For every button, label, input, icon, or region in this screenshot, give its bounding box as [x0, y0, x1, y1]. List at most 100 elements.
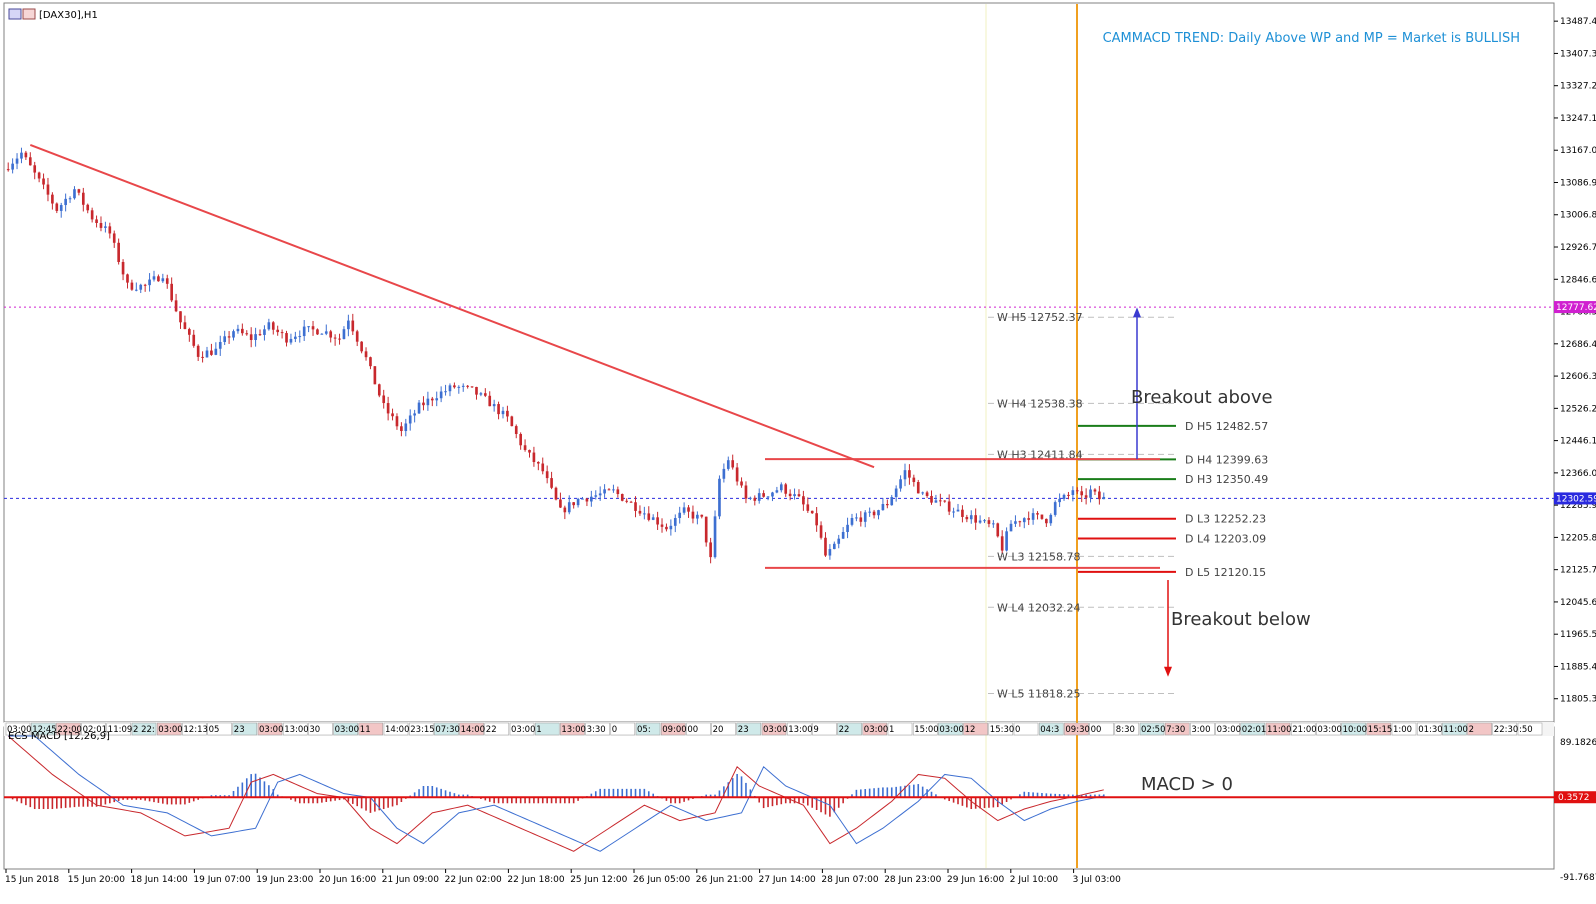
candle-body	[810, 510, 814, 514]
session-box	[736, 722, 762, 736]
candle-body	[121, 261, 125, 275]
candle-body	[585, 498, 589, 502]
candle-body	[532, 452, 536, 463]
candle-body	[704, 516, 708, 543]
candle-body	[974, 515, 978, 523]
x-tick-label: 15 Jun 2018	[5, 875, 59, 885]
candle-body	[294, 336, 297, 339]
candle-body	[258, 334, 262, 336]
candle-body	[430, 398, 434, 401]
candle-body	[466, 385, 469, 387]
candle-body	[395, 416, 399, 427]
candle-body	[740, 481, 743, 486]
session-label: 10:00	[1343, 725, 1368, 735]
session-label: 23	[738, 725, 749, 735]
candle-body	[687, 507, 690, 512]
candle-body	[435, 398, 439, 401]
candle-body	[46, 184, 50, 195]
candle-body	[899, 479, 902, 489]
candle-body	[218, 341, 222, 349]
session-box	[1517, 722, 1543, 736]
candle-body	[483, 393, 487, 396]
session-box	[1114, 722, 1140, 736]
candle-body	[523, 445, 527, 450]
session-box	[1391, 722, 1417, 736]
candle-body	[943, 500, 947, 502]
candle-body	[877, 510, 880, 516]
candle-body	[413, 413, 416, 416]
session-label: 23:15	[410, 725, 435, 735]
candle-body	[81, 192, 85, 205]
session-label: 0	[612, 725, 617, 735]
candle-body	[263, 329, 266, 335]
candle-body	[117, 242, 120, 262]
candle-body	[267, 322, 271, 330]
session-label: 05	[209, 725, 220, 735]
candle-body	[6, 169, 10, 171]
session-box	[610, 722, 636, 736]
candle-body	[201, 356, 204, 358]
candle-body	[1036, 513, 1039, 515]
session-box	[1341, 722, 1366, 736]
candle-body	[625, 500, 629, 502]
candle-body	[271, 322, 275, 330]
candle-body	[1067, 494, 1070, 496]
candle-body	[1075, 490, 1079, 492]
candle-body	[806, 504, 810, 511]
candle-body	[916, 482, 920, 494]
session-label: 12	[965, 725, 976, 735]
session-box	[30, 722, 56, 736]
breakout-below-label: Breakout below	[1171, 609, 1311, 630]
session-box	[1290, 722, 1316, 736]
candle-body	[324, 331, 328, 334]
session-box	[938, 722, 963, 736]
candle-body	[1018, 521, 1022, 523]
candle-body	[1009, 523, 1013, 532]
candle-body	[722, 468, 726, 479]
macd-signal-line	[8, 735, 1104, 852]
candle-body	[832, 543, 836, 550]
candle-body	[550, 478, 553, 488]
session-box	[1215, 722, 1240, 736]
candle-body	[488, 395, 492, 407]
x-tick-label: 19 Jun 23:00	[256, 875, 313, 885]
candle-body	[771, 492, 774, 497]
candle-body	[651, 517, 655, 520]
candle-body	[841, 531, 845, 539]
session-box	[1190, 722, 1215, 736]
candle-body	[470, 386, 474, 388]
session-label: 22	[839, 725, 850, 735]
candle-body	[961, 509, 964, 517]
session-label: :50	[1519, 725, 1533, 735]
session-box	[1467, 722, 1492, 736]
candle-body	[545, 471, 549, 479]
x-tick-label: 25 Jun 12:00	[570, 875, 627, 885]
session-label: 15:15	[1368, 725, 1393, 735]
candle-body	[1053, 502, 1057, 515]
candle-body	[51, 194, 54, 204]
magenta-level-badge: 12777.62	[1554, 301, 1596, 314]
current-price-badge: 12302.59	[1554, 492, 1596, 505]
candle-body	[426, 398, 430, 406]
session-label: 07:30	[435, 725, 460, 735]
candle-body	[1014, 521, 1017, 524]
daily-level-label: D L5 12120.15	[1185, 566, 1266, 579]
session-box	[761, 722, 787, 736]
session-box	[1492, 722, 1518, 736]
candle-body	[537, 462, 540, 464]
session-label: 1	[536, 725, 541, 735]
window-title[interactable]: [DAX30],H1	[8, 8, 98, 21]
y-tick-label: 13327.20	[1560, 82, 1596, 92]
session-label: 1:00	[1393, 725, 1412, 735]
session-box	[1442, 722, 1467, 736]
session-box	[635, 722, 661, 736]
y-tick-label: 13487.40	[1560, 17, 1596, 27]
candle-body	[691, 511, 695, 519]
candle-body	[179, 311, 182, 323]
candle-body	[453, 385, 456, 388]
svg-text:12777.62: 12777.62	[1556, 303, 1596, 313]
candle-body	[126, 274, 129, 283]
candle-body	[382, 395, 386, 404]
candle-body	[634, 502, 637, 511]
